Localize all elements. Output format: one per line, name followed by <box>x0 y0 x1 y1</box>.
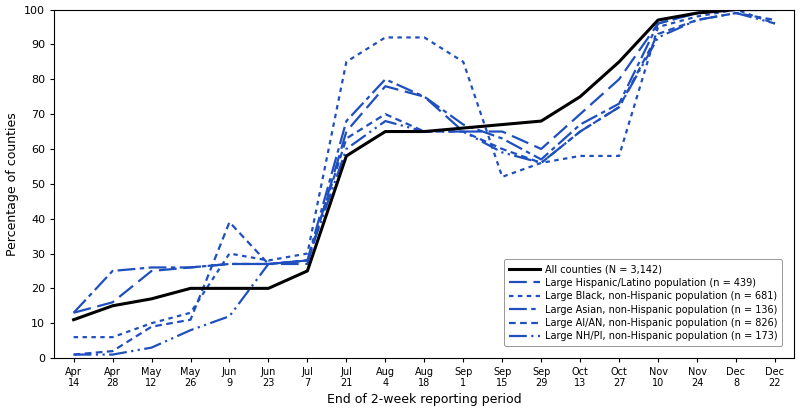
X-axis label: End of 2-week reporting period: End of 2-week reporting period <box>327 393 522 407</box>
Y-axis label: Percentage of counties: Percentage of counties <box>6 112 18 256</box>
Legend: All counties (N = 3,142), Large Hispanic/Latino population (n = 439), Large Blac: All counties (N = 3,142), Large Hispanic… <box>504 260 782 346</box>
